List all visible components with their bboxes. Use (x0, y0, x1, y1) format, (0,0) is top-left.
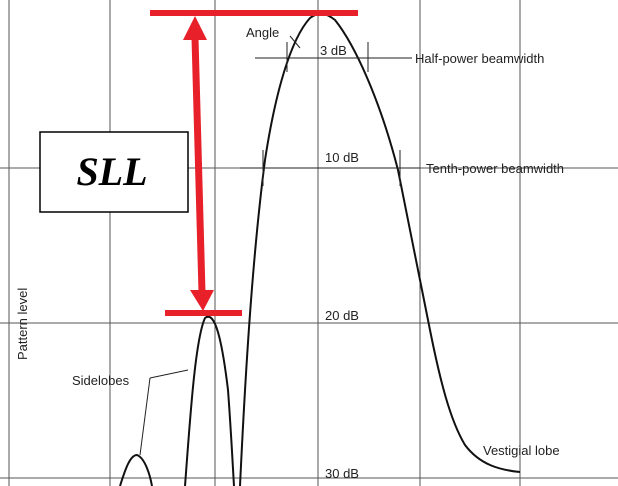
tenth-power-label: Tenth-power beamwidth (426, 161, 564, 176)
sll-indicator (150, 10, 358, 316)
level-label: 20 dB (325, 308, 359, 323)
axis-label: Pattern level (15, 288, 30, 360)
sidelobes-label: Sidelobes (72, 373, 130, 388)
level-label: 30 dB (325, 466, 359, 481)
sll-box (39, 131, 189, 213)
beamwidth-markers (139, 35, 420, 456)
pattern-curve (119, 12, 521, 486)
level-label: 3 dB (320, 43, 347, 58)
sll-label: SLL (76, 149, 147, 194)
vestigial-label: Vestigial lobe (483, 443, 560, 458)
angle-label: Angle (246, 25, 279, 40)
half-power-label: Half-power beamwidth (415, 51, 544, 66)
level-label: 10 dB (325, 150, 359, 165)
